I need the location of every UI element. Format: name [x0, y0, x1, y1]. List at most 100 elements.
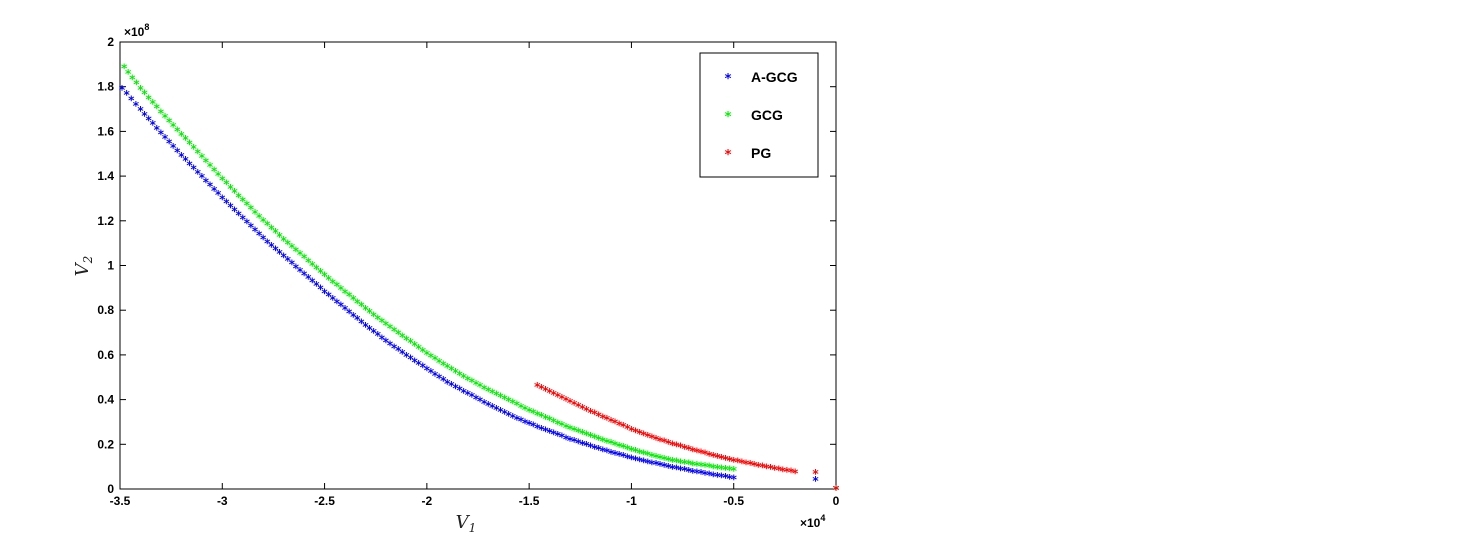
data-point-a-gcg: *	[469, 390, 476, 404]
data-point-pg: *	[833, 483, 840, 497]
data-point-a-gcg: *	[186, 158, 193, 172]
data-point-a-gcg: *	[366, 323, 373, 337]
data-point-gcg: *	[575, 426, 582, 440]
data-point-a-gcg: *	[362, 320, 369, 334]
data-point-gcg: *	[260, 215, 267, 229]
data-point-a-gcg: *	[473, 392, 480, 406]
data-point-a-gcg: *	[128, 94, 135, 108]
data-point-a-gcg: *	[485, 399, 492, 413]
data-point-gcg: *	[731, 464, 738, 478]
data-point-a-gcg: *	[289, 258, 296, 272]
data-point-a-gcg: *	[411, 355, 418, 369]
data-point-a-gcg: *	[604, 446, 611, 460]
data-point-pg: *	[780, 464, 787, 478]
data-point-a-gcg: *	[199, 171, 206, 185]
data-point-pg: *	[743, 457, 750, 471]
data-point-gcg: *	[317, 266, 324, 280]
data-point-gcg: *	[657, 452, 664, 466]
data-point-pg: *	[686, 443, 693, 457]
y-tick-label: 0	[107, 482, 114, 496]
data-point-gcg: *	[326, 273, 333, 287]
data-point-gcg: *	[293, 245, 300, 259]
data-point-gcg: *	[133, 78, 140, 92]
data-point-a-gcg: *	[616, 449, 623, 463]
data-point-pg: *	[714, 451, 721, 465]
data-point-pg: *	[657, 434, 664, 448]
data-point-gcg: *	[395, 327, 402, 341]
data-point-pg: *	[567, 396, 574, 410]
data-point-gcg: *	[195, 147, 202, 161]
data-point-pg: *	[726, 454, 733, 468]
data-point-gcg: *	[309, 259, 316, 273]
data-point-gcg: *	[722, 463, 729, 477]
data-point-pg: *	[681, 442, 688, 456]
data-point-gcg: *	[665, 454, 672, 468]
data-point-pg: *	[747, 458, 754, 472]
data-point-gcg: *	[706, 461, 713, 475]
data-point-pg: *	[763, 461, 770, 475]
data-point-pg: *	[706, 449, 713, 463]
data-point-gcg: *	[628, 444, 635, 458]
data-point-a-gcg: *	[203, 175, 210, 189]
data-point-pg: *	[776, 464, 783, 478]
data-point-a-gcg: *	[530, 420, 537, 434]
data-point-gcg: *	[354, 296, 361, 310]
data-point-a-gcg: *	[313, 279, 320, 293]
data-point-a-gcg: *	[722, 471, 729, 485]
data-point-pg: *	[587, 406, 594, 420]
data-point-gcg: *	[203, 156, 210, 170]
legend-marker-a-gcg: *	[725, 72, 732, 87]
data-point-a-gcg: *	[195, 167, 202, 181]
data-point-gcg: *	[211, 165, 218, 179]
data-point-gcg: *	[174, 124, 181, 138]
data-point-gcg: *	[481, 382, 488, 396]
data-point-pg: *	[579, 402, 586, 416]
data-point-gcg: *	[681, 457, 688, 471]
data-point-a-gcg: *	[497, 405, 504, 419]
data-point-pg: *	[600, 411, 607, 425]
data-point-pg: *	[735, 456, 742, 470]
data-point-a-gcg: *	[375, 329, 382, 343]
data-point-gcg: *	[199, 151, 206, 165]
data-point-a-gcg: *	[379, 332, 386, 346]
data-point-a-gcg: *	[624, 451, 631, 465]
data-point-pg: *	[771, 463, 778, 477]
data-point-a-gcg: *	[567, 434, 574, 448]
data-point-gcg: *	[166, 115, 173, 129]
data-point-gcg: *	[677, 456, 684, 470]
data-point-a-gcg: *	[812, 474, 819, 488]
data-point-a-gcg: *	[432, 369, 439, 383]
data-point-gcg: *	[403, 333, 410, 347]
data-point-gcg: *	[542, 412, 549, 426]
data-point-gcg: *	[493, 389, 500, 403]
data-point-a-gcg: *	[506, 409, 513, 423]
data-point-gcg: *	[461, 371, 468, 385]
data-point-pg: *	[645, 430, 652, 444]
data-point-a-gcg: *	[342, 303, 349, 317]
data-point-a-gcg: *	[600, 444, 607, 458]
y-tick-label: 0.2	[97, 437, 114, 451]
data-point-gcg: *	[514, 399, 521, 413]
data-point-gcg: *	[387, 322, 394, 336]
data-point-a-gcg: *	[833, 483, 840, 497]
x-tick-label: -3	[217, 494, 228, 508]
data-point-a-gcg: *	[706, 469, 713, 483]
data-point-gcg: *	[158, 106, 165, 120]
data-point-a-gcg: *	[661, 460, 668, 474]
data-point-pg: *	[551, 388, 558, 402]
data-point-pg: *	[653, 433, 660, 447]
data-point-a-gcg: *	[334, 296, 341, 310]
data-point-a-gcg: *	[436, 371, 443, 385]
data-point-pg: *	[538, 382, 545, 396]
data-point-gcg: *	[227, 182, 234, 196]
data-point-a-gcg: *	[551, 428, 558, 442]
y-tick-labels: 0 0.2 0.4 0.6 0.8 1 1.2 1.4 1.6 1.8 2	[97, 35, 114, 496]
data-point-a-gcg: *	[309, 276, 316, 290]
data-point-a-gcg: *	[236, 209, 243, 223]
data-point-a-gcg: *	[428, 366, 435, 380]
data-point-a-gcg: *	[649, 457, 656, 471]
data-point-gcg: *	[240, 195, 247, 209]
data-point-a-gcg: *	[620, 450, 627, 464]
data-point-a-gcg: *	[489, 401, 496, 415]
data-point-gcg: *	[215, 169, 222, 183]
